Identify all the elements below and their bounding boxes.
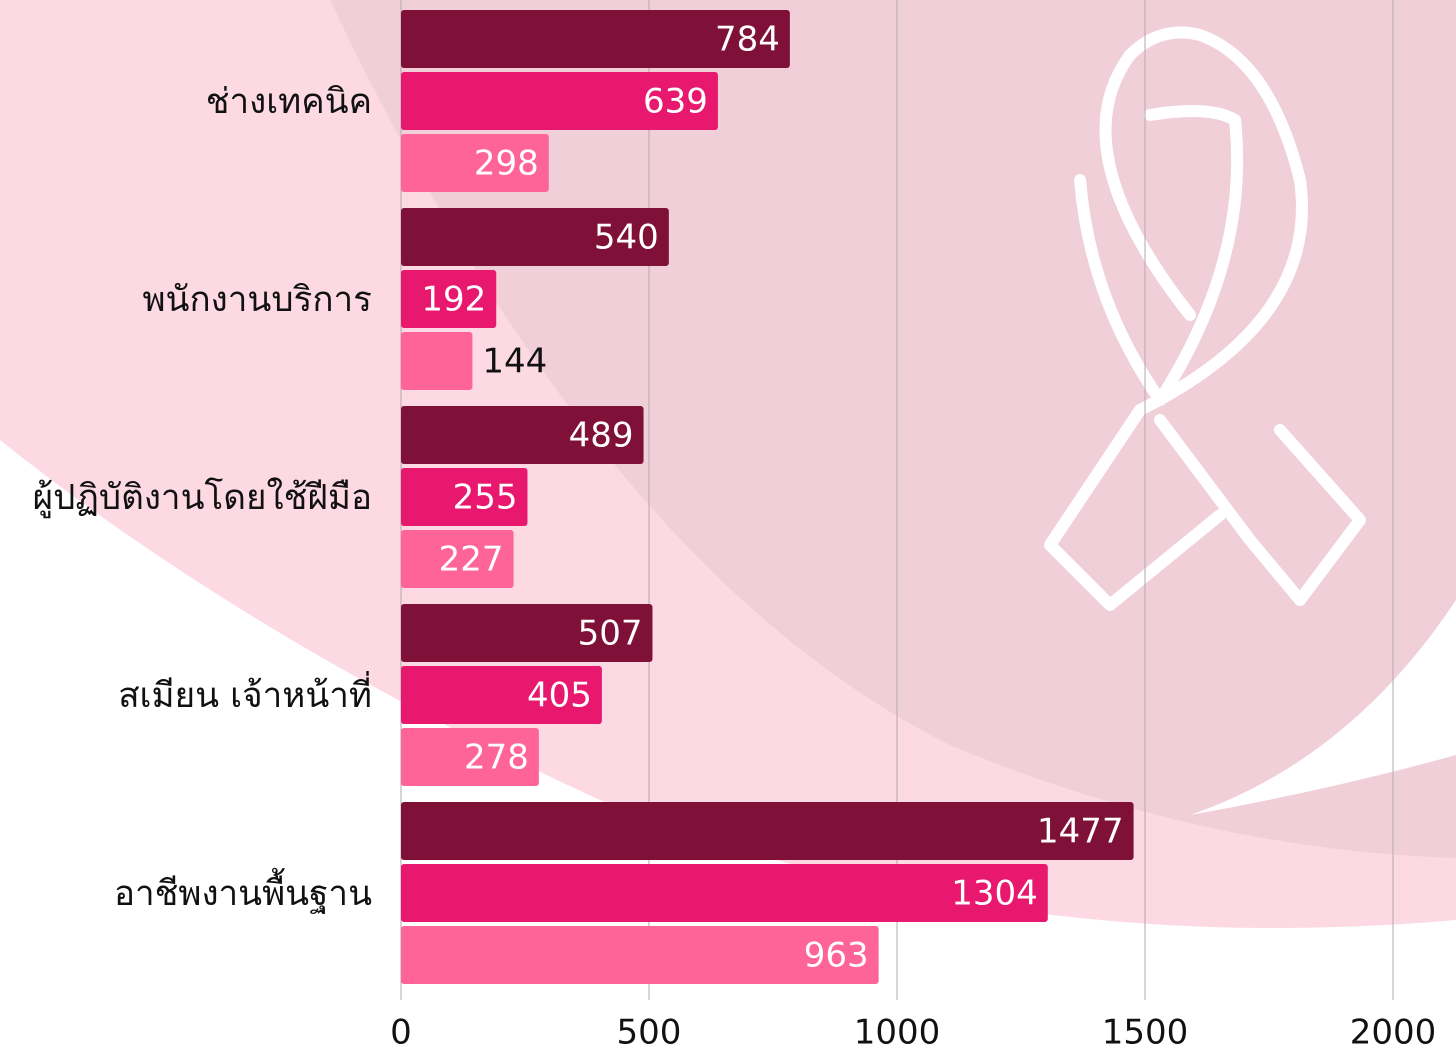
x-tick-label: 500: [617, 1013, 682, 1053]
value-label: 540: [594, 218, 659, 258]
value-label: 192: [421, 280, 486, 320]
value-label: 255: [453, 478, 518, 518]
value-label: 1304: [951, 874, 1038, 914]
category-label: ผู้ปฏิบัติงานโดยใช้ฝีมือ: [33, 477, 372, 518]
value-label: 144: [482, 342, 547, 382]
value-label: 227: [439, 540, 504, 580]
x-tick-label: 1000: [854, 1013, 941, 1053]
category-label: สเมียน เจ้าหน้าที่: [118, 671, 372, 716]
bar: [401, 332, 472, 390]
value-label: 489: [569, 416, 634, 456]
chart: 0 500 1000 1500 2000 ช่างเทคนิค 784639 298 พนักง…: [0, 0, 1456, 1054]
value-label: 963: [804, 936, 869, 976]
value-label: 405: [527, 676, 592, 716]
value-label: 507: [578, 614, 643, 654]
value-label: 298: [474, 144, 539, 184]
category-label: อาชีพงานพื้นฐาน: [114, 867, 372, 914]
x-tick-label: 2000: [1350, 1013, 1437, 1053]
value-label: 278: [464, 738, 529, 778]
x-tick-label: 0: [390, 1013, 412, 1053]
category-label: พนักงานบริการ: [142, 280, 372, 320]
category-label: ช่างเทคนิค: [206, 82, 372, 122]
value-label: 1477: [1037, 812, 1124, 852]
bar: [401, 802, 1134, 860]
value-label: 784: [715, 20, 780, 60]
value-label: 639: [643, 82, 708, 122]
x-tick-label: 1500: [1102, 1013, 1189, 1053]
